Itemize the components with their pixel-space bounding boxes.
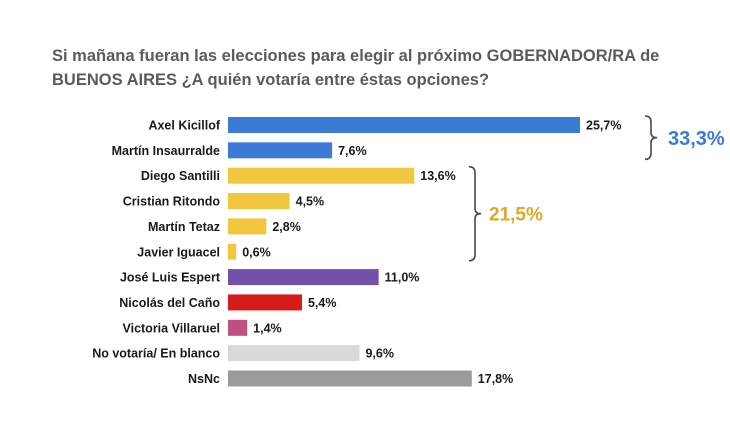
bar: [228, 243, 237, 260]
group-total-label: 21,5%: [489, 205, 543, 226]
category-label: José Luis Espert: [120, 271, 221, 285]
value-label: 11,0%: [385, 271, 420, 285]
value-label: 17,8%: [478, 372, 513, 386]
category-label: Martín Insaurralde: [112, 144, 220, 158]
bar: [228, 193, 290, 210]
category-label: NsNc: [188, 372, 220, 386]
bar: [228, 345, 360, 362]
bar: [228, 319, 248, 336]
category-label: No votaría/ En blanco: [92, 347, 220, 361]
value-label: 2,8%: [272, 220, 301, 234]
value-label: 25,7%: [586, 119, 621, 133]
value-label: 4,5%: [296, 195, 325, 209]
group-total-label: 33,3%: [668, 128, 725, 150]
group-bracket: [644, 115, 658, 161]
value-label: 1,4%: [253, 321, 282, 335]
value-label: 13,6%: [420, 169, 455, 183]
value-label: 5,4%: [308, 296, 337, 310]
value-label: 9,6%: [365, 347, 394, 361]
bar: [228, 370, 472, 387]
category-label: Axel Kicillof: [148, 119, 220, 133]
bar: [228, 294, 302, 311]
chart-title-line-2: BUENOS AIRES ¿A quién votaría entre ésta…: [52, 71, 490, 89]
bar: [228, 142, 333, 159]
category-label: Nicolás del Caño: [119, 296, 220, 310]
category-label: Cristian Ritondo: [123, 195, 221, 209]
bar: [228, 117, 580, 133]
bar: [228, 269, 379, 286]
category-label: Diego Santilli: [141, 169, 220, 183]
value-label: 0,6%: [242, 245, 271, 259]
bar: [228, 167, 415, 184]
chart-title: Si mañana fueran las elecciones para ele…: [52, 44, 692, 92]
category-label: Martín Tetaz: [148, 220, 220, 234]
bar: [228, 218, 267, 235]
value-label: 7,6%: [338, 144, 367, 158]
category-label: Javier Iguacel: [137, 245, 220, 259]
category-label: Victoria Villaruel: [122, 321, 220, 335]
group-bracket: [468, 165, 482, 262]
chart-title-line-1: Si mañana fueran las elecciones para ele…: [52, 47, 660, 65]
